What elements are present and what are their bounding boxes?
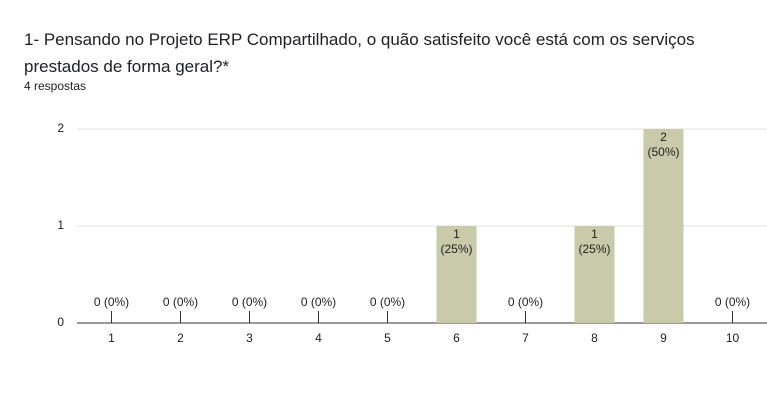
value-label: 0 (0%) [508,295,543,309]
response-count: 4 respostas [24,79,87,93]
value-label: 1 (25%) [578,227,610,256]
value-label: 0 (0%) [163,295,198,309]
value-label: 0 (0%) [715,295,750,309]
x-tick-label: 3 [246,331,253,345]
x-tick-label: 6 [453,331,460,345]
x-tick-label: 9 [660,331,667,345]
value-label: 0 (0%) [232,295,267,309]
x-tick-label: 2 [177,331,184,345]
x-tick-label: 5 [384,331,391,345]
bar [436,226,477,323]
value-label: 0 (0%) [94,295,129,309]
y-tick-label: 2 [57,121,64,135]
value-label: 0 (0%) [370,295,405,309]
question-title: 1- Pensando no Projeto ERP Compartilhado… [24,30,695,76]
value-label: 0 (0%) [301,295,336,309]
x-tick-label: 7 [522,331,529,345]
bar [574,226,615,323]
x-tick-label: 4 [315,331,322,345]
x-tick-label: 8 [591,331,598,345]
value-label: 1 (25%) [440,227,472,256]
x-tick-label: 1 [108,331,115,345]
y-tick-label: 1 [57,218,64,232]
y-tick-label: 0 [57,315,64,329]
bar [643,129,684,323]
value-label: 2 (50%) [647,130,679,159]
x-tick-label: 10 [726,331,740,345]
